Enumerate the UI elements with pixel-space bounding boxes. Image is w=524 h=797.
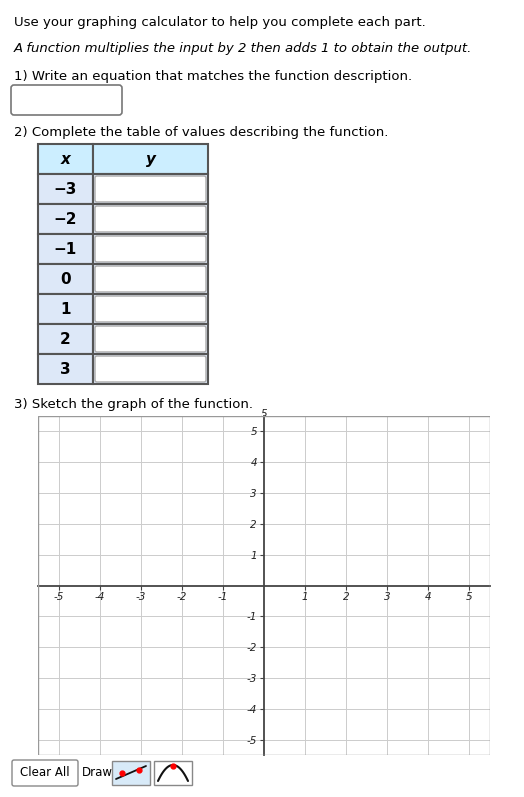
Bar: [38, 204, 93, 234]
Text: Use your graphing calculator to help you complete each part.: Use your graphing calculator to help you…: [14, 16, 425, 29]
Bar: [93, 174, 208, 204]
Bar: [93, 294, 208, 324]
Text: y: y: [146, 151, 156, 167]
Text: Draw:: Draw:: [82, 767, 116, 779]
Text: 1: 1: [60, 301, 71, 316]
Text: 3) Sketch the graph of the function.: 3) Sketch the graph of the function.: [14, 398, 253, 411]
Text: x: x: [61, 151, 70, 167]
Bar: [38, 324, 93, 354]
Text: −1: −1: [54, 241, 77, 257]
FancyBboxPatch shape: [95, 356, 206, 382]
Text: 5: 5: [260, 409, 267, 419]
FancyBboxPatch shape: [95, 296, 206, 322]
Bar: [93, 264, 208, 294]
Bar: [93, 324, 208, 354]
Text: 2) Complete the table of values describing the function.: 2) Complete the table of values describi…: [14, 126, 388, 139]
FancyBboxPatch shape: [12, 760, 78, 786]
Bar: [93, 204, 208, 234]
FancyBboxPatch shape: [95, 326, 206, 352]
Text: 1) Write an equation that matches the function description.: 1) Write an equation that matches the fu…: [14, 70, 412, 83]
Bar: [38, 416, 490, 755]
Bar: [112, 761, 150, 785]
Text: Clear All: Clear All: [20, 767, 70, 779]
FancyBboxPatch shape: [11, 85, 122, 115]
Bar: [93, 234, 208, 264]
Text: A function multiplies the input by 2 then adds 1 to obtain the output.: A function multiplies the input by 2 the…: [14, 42, 472, 55]
Text: 2: 2: [60, 332, 71, 347]
Text: −2: −2: [54, 211, 77, 226]
Bar: [38, 294, 93, 324]
Bar: [38, 174, 93, 204]
FancyBboxPatch shape: [95, 266, 206, 292]
Text: 3: 3: [60, 362, 71, 376]
Text: 0: 0: [60, 272, 71, 286]
FancyBboxPatch shape: [95, 206, 206, 232]
Bar: [38, 354, 93, 384]
Bar: [38, 264, 93, 294]
Bar: [154, 761, 192, 785]
Bar: [38, 144, 93, 174]
FancyBboxPatch shape: [95, 176, 206, 202]
Bar: [38, 234, 93, 264]
FancyBboxPatch shape: [95, 236, 206, 262]
Bar: [93, 354, 208, 384]
Bar: [93, 144, 208, 174]
Text: −3: −3: [54, 182, 77, 197]
